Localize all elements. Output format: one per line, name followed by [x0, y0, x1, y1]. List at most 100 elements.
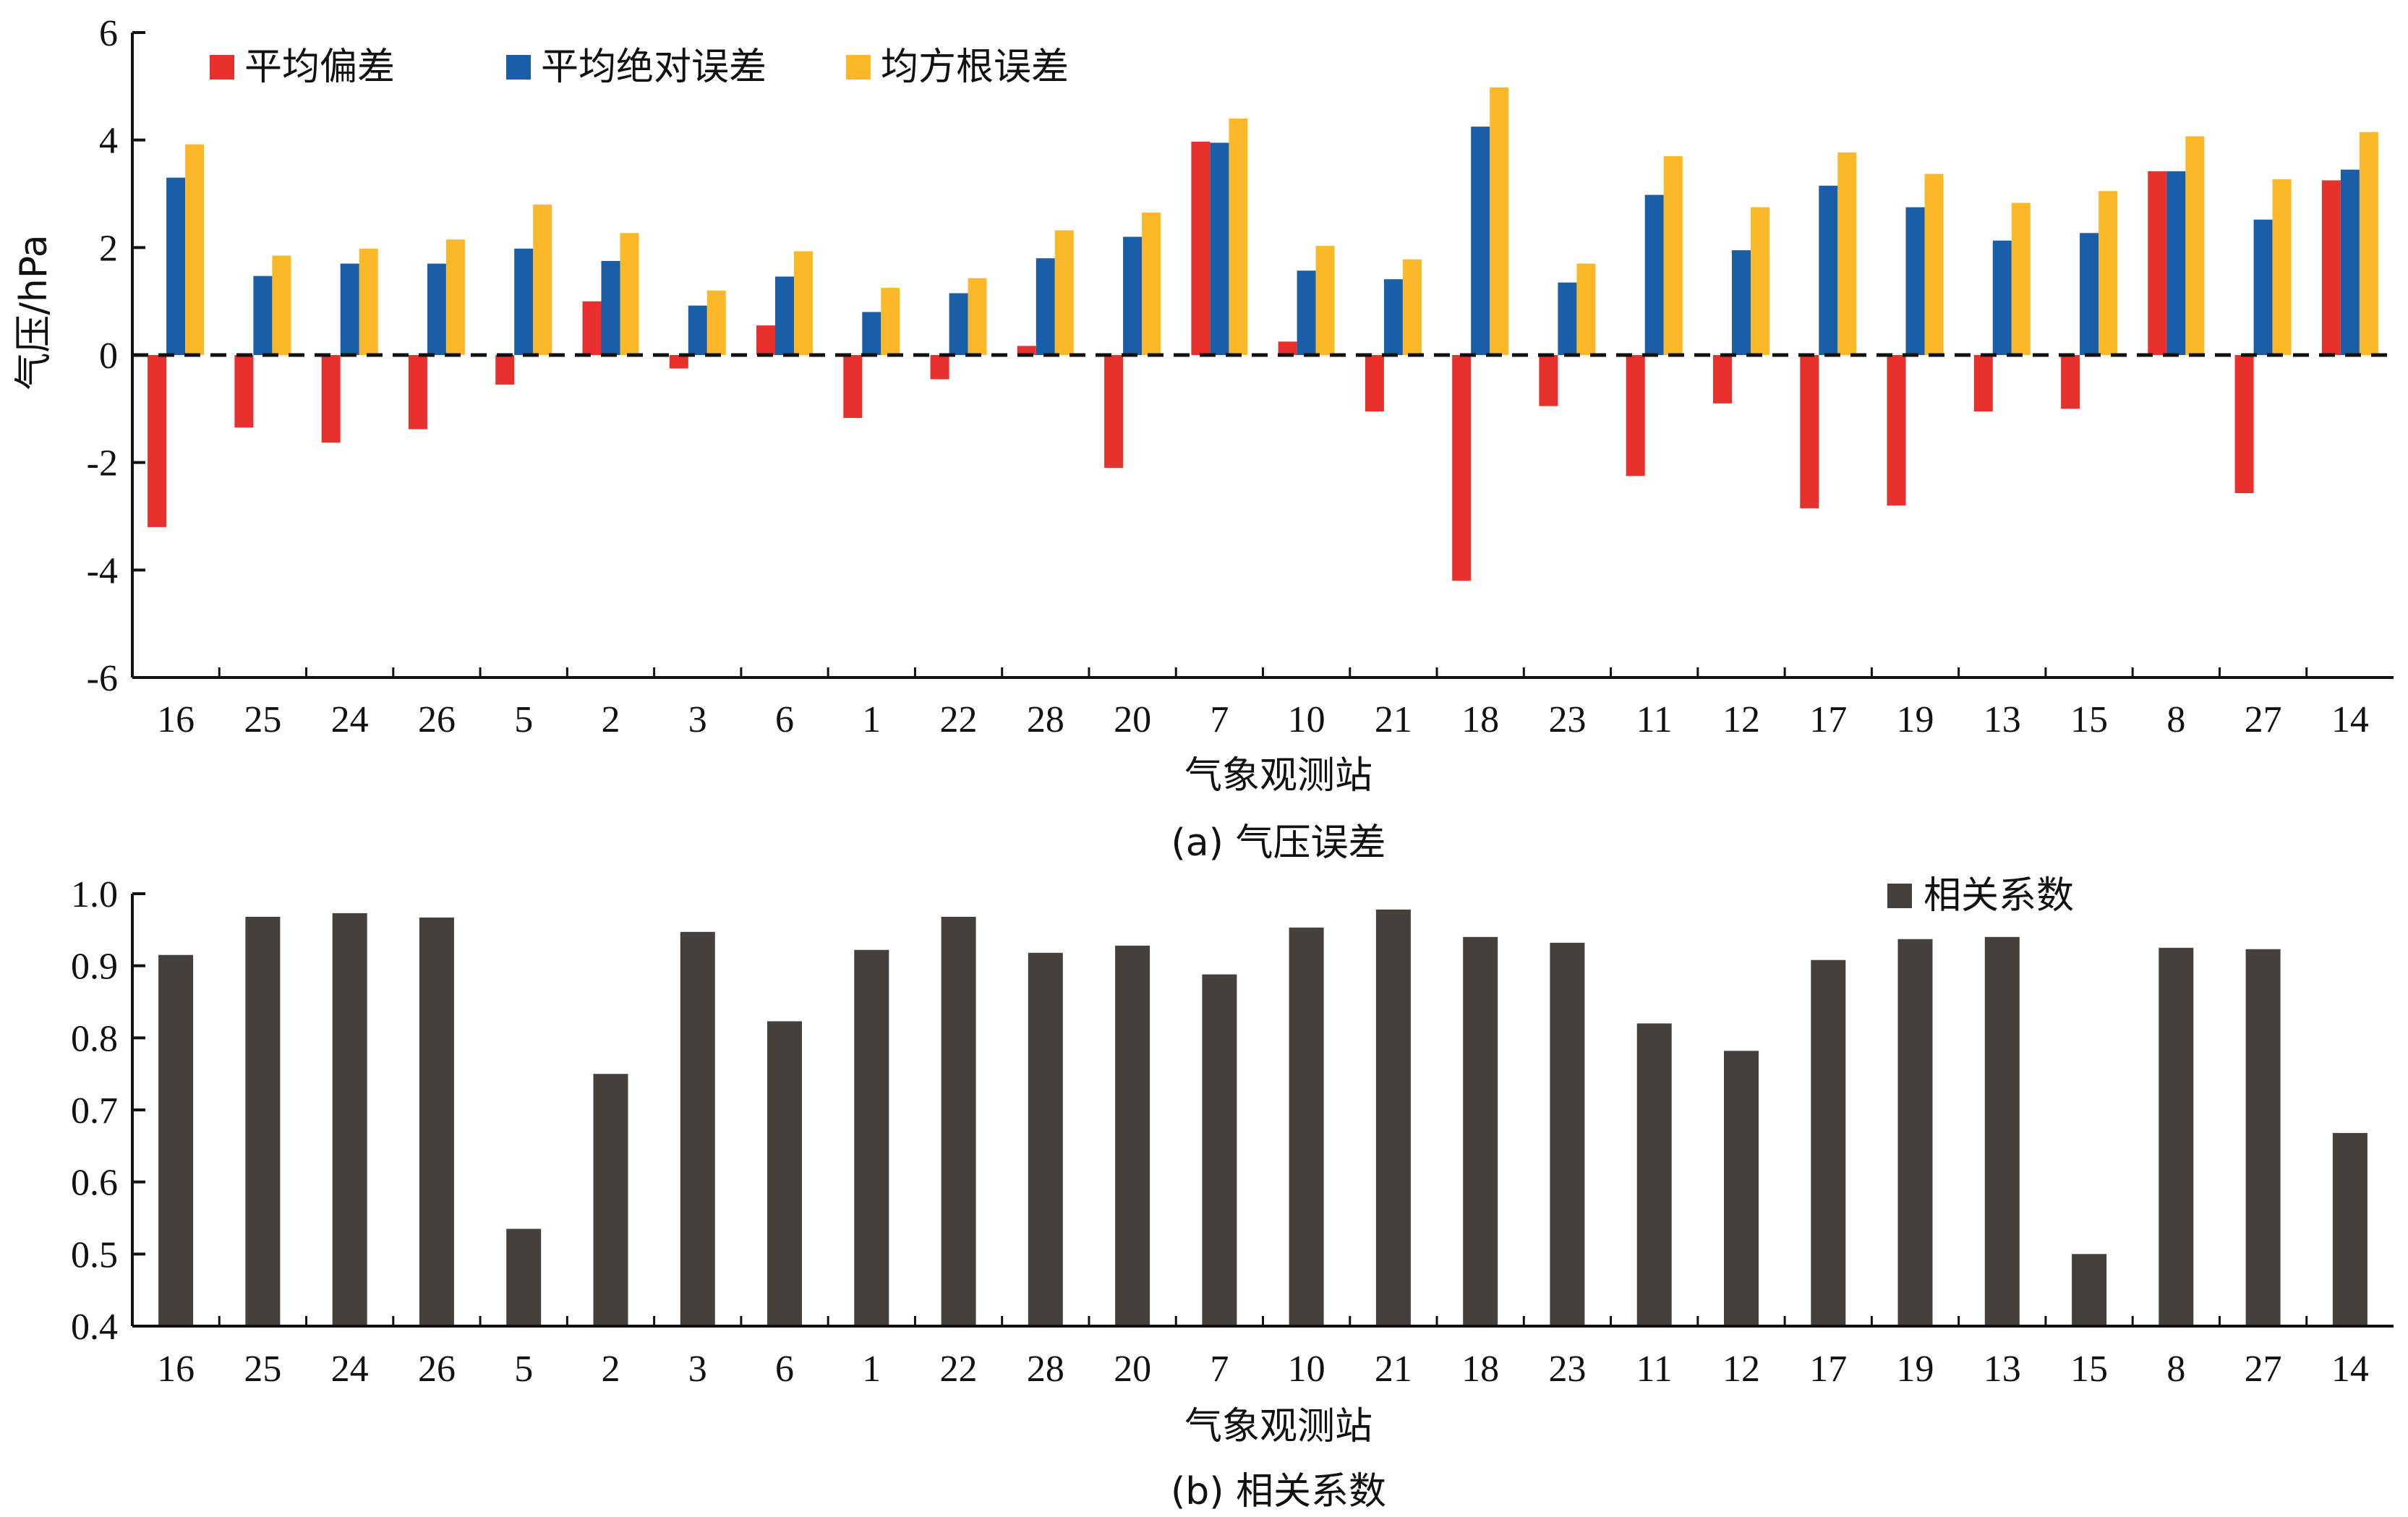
bar-a-s0-5	[495, 355, 515, 385]
bar-b-8	[2159, 947, 2194, 1327]
panel-b-x-tick-label: 20	[1114, 1349, 1151, 1390]
bar-a-s2-15	[2099, 191, 2118, 355]
panel-b-x-axis-title: 气象观测站	[1184, 1405, 1372, 1448]
bar-a-s1-1	[862, 312, 881, 355]
bar-a-s2-28	[1054, 230, 1074, 355]
panel-b-x-tick-label: 22	[940, 1349, 978, 1390]
panel-b-x-tick-label: 28	[1027, 1349, 1064, 1390]
bar-a-s1-28	[1036, 258, 1055, 355]
panel-a-caption: (a) 气压误差	[1171, 821, 1386, 865]
bar-a-s1-6	[775, 276, 794, 355]
panel-b-x-tick-label: 6	[775, 1349, 794, 1390]
bar-b-20	[1115, 945, 1150, 1326]
panel-b-y-tick-label: 0.4	[71, 1307, 118, 1348]
panel-a-x-tick-label: 7	[1210, 699, 1229, 740]
bar-a-s0-27	[2234, 355, 2254, 493]
panel-a-x-tick-label: 14	[2331, 699, 2369, 740]
panel-b-x-tick-label: 27	[2245, 1349, 2282, 1390]
bar-a-s1-22	[949, 293, 968, 355]
panel-b-x-tick-label: 15	[2070, 1349, 2108, 1390]
bar-a-s2-10	[1315, 246, 1335, 355]
panel-b-x-tick-label: 8	[2166, 1349, 2185, 1390]
bar-a-s1-3	[688, 305, 707, 355]
panel-a-x-tick-label: 10	[1288, 699, 1325, 740]
bar-a-s0-28	[1017, 346, 1036, 355]
bar-a-s1-20	[1123, 236, 1143, 355]
panel-a-x-tick-label: 19	[1897, 699, 1934, 740]
bar-a-s0-18	[1452, 355, 1472, 581]
panel-a-y-tick-label: -4	[87, 550, 118, 591]
bar-a-s0-16	[148, 355, 167, 527]
bar-a-s2-22	[968, 278, 987, 355]
bar-a-s1-25	[253, 275, 273, 355]
panel-a-y-axis-title: 气压/hPa	[12, 234, 56, 390]
panel-b-x-tick-label: 16	[157, 1349, 195, 1390]
panel-a-x-tick-label: 2	[601, 699, 620, 740]
panel-b-x-tick-label: 17	[1809, 1349, 1847, 1390]
panel-b-x-tick-label: 14	[2331, 1349, 2369, 1390]
bar-a-s2-24	[359, 248, 378, 355]
bar-a-s0-14	[2321, 180, 2341, 355]
bar-b-2	[593, 1074, 628, 1326]
panel-a-x-tick-label: 1	[862, 699, 881, 740]
panel-b-x-tick-label: 18	[1461, 1349, 1499, 1390]
panel-a-x-tick-label: 20	[1114, 699, 1151, 740]
legend-a-swatch-0	[210, 55, 234, 80]
bar-b-19	[1897, 939, 1933, 1326]
panel-a-x-tick-label: 3	[688, 699, 707, 740]
bar-b-14	[2332, 1132, 2368, 1326]
bar-a-s2-5	[533, 204, 552, 355]
bar-b-28	[1028, 952, 1063, 1326]
bar-a-s1-26	[427, 263, 446, 355]
bar-b-24	[332, 913, 367, 1326]
panel-b-y-tick-label: 0.7	[71, 1090, 118, 1132]
legend-a-label-0: 平均偏差	[244, 46, 395, 89]
panel-b-x-tick-label: 5	[514, 1349, 533, 1390]
bar-a-s0-11	[1626, 355, 1645, 477]
panel-b-x-tick-label: 26	[418, 1349, 456, 1390]
panel-a-x-tick-label: 22	[940, 699, 978, 740]
bar-a-s1-15	[2080, 233, 2099, 355]
legend-a-label-1: 平均绝对误差	[541, 46, 767, 89]
bar-a-s2-16	[185, 144, 205, 355]
bar-a-s2-21	[1402, 259, 1422, 355]
panel-b-legend: 相关系数	[1887, 874, 2074, 918]
bar-a-s1-19	[1905, 207, 1925, 355]
bar-a-s0-6	[756, 325, 775, 355]
panel-b-y-tick-label: 1.0	[71, 874, 118, 915]
bar-a-s0-8	[2148, 171, 2167, 355]
panel-a-y-tick-label: 0	[99, 336, 118, 377]
panel-b-axes: 1.00.90.80.70.60.50.416 25 24 26 5 2 3 6 1 22 28 20…	[71, 874, 2394, 1390]
bar-b-17	[1811, 960, 1846, 1326]
bar-a-s0-17	[1800, 355, 1819, 508]
bar-a-s1-23	[1558, 282, 1577, 355]
panel-a-x-tick-label: 5	[514, 699, 533, 740]
panel-a-x-tick-label: 23	[1548, 699, 1586, 740]
panel-b-x-tick-label: 21	[1375, 1349, 1412, 1390]
panel-a-x-tick-label: 25	[244, 699, 281, 740]
panel-b-x-tick-label: 11	[1636, 1349, 1673, 1390]
panel-b-y-tick-label: 0.5	[71, 1234, 118, 1275]
panel-b-correlation: 1.00.90.80.70.60.50.416 25 24 26 5 2 3 6 1 22 28 20…	[71, 874, 2394, 1513]
bar-b-26	[419, 917, 454, 1326]
bar-b-13	[1984, 936, 2020, 1326]
bar-a-s0-24	[321, 355, 341, 443]
bar-a-s0-7	[1191, 141, 1211, 355]
bar-a-s1-16	[166, 177, 186, 355]
bar-a-s0-13	[1973, 355, 1993, 411]
panel-a-x-tick-label: 8	[2166, 699, 2185, 740]
bar-a-s0-2	[582, 301, 602, 355]
panel-b-x-tick-label: 13	[1984, 1349, 2021, 1390]
panel-b-x-tick-label: 3	[688, 1349, 707, 1390]
bar-b-16	[158, 954, 194, 1326]
panel-a-x-tick-label: 16	[157, 699, 195, 740]
bar-a-s1-12	[1732, 250, 1751, 355]
bar-a-s1-21	[1383, 279, 1403, 355]
bar-a-s1-24	[340, 263, 359, 355]
bar-a-s1-17	[1819, 185, 1838, 355]
panel-a-y-tick-label: -6	[87, 658, 118, 699]
bar-b-3	[680, 931, 715, 1326]
